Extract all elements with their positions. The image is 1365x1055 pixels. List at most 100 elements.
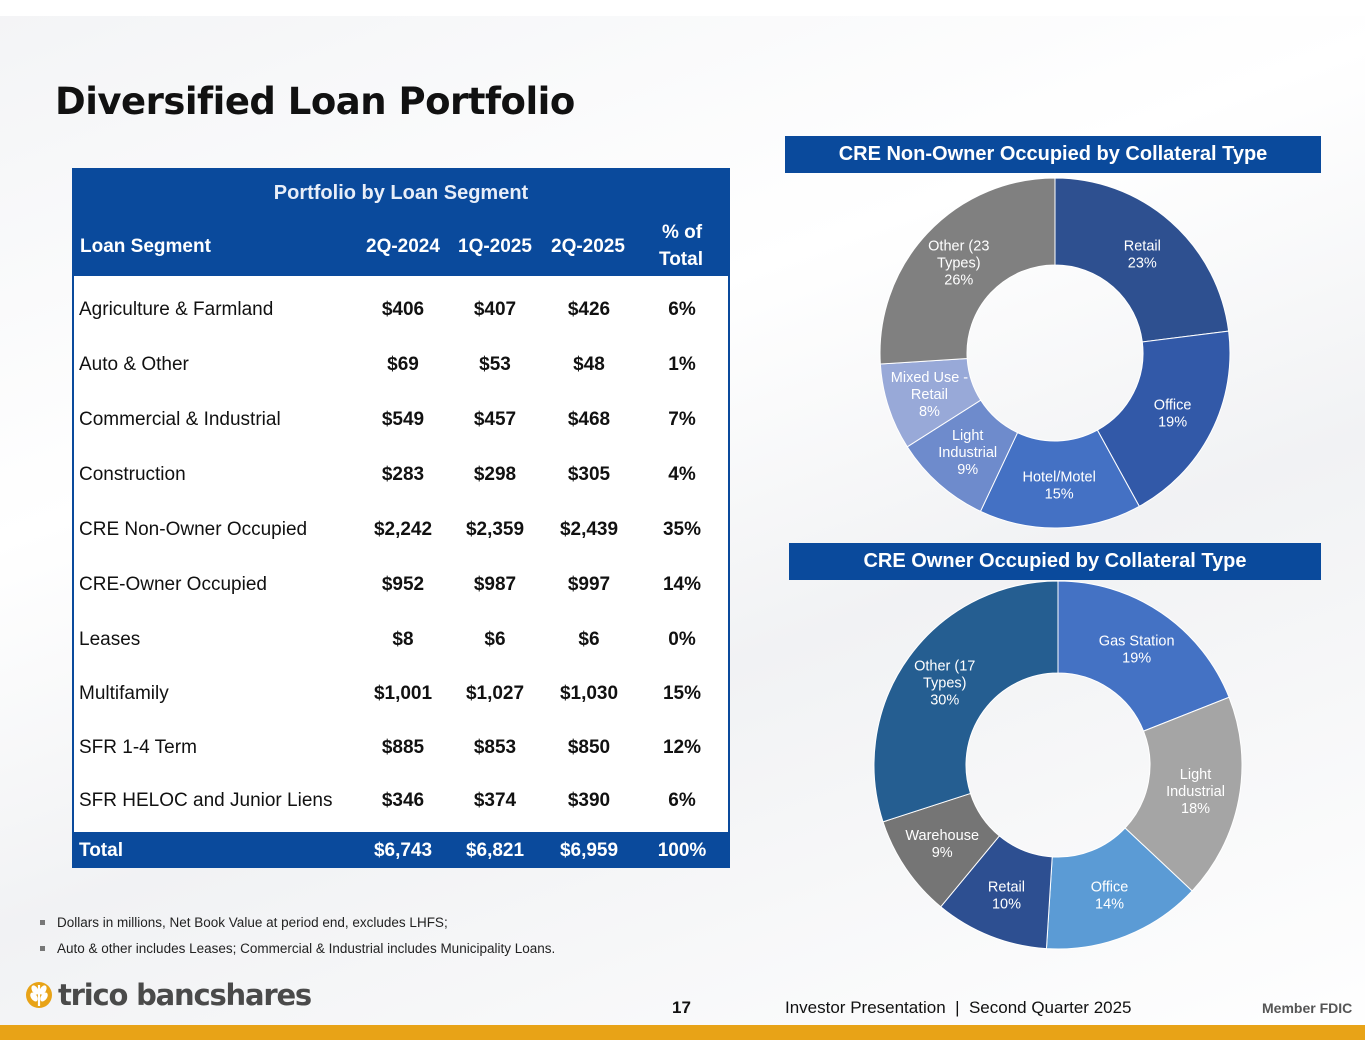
total-2q-2025: $6,959 bbox=[559, 840, 619, 861]
slice-label-line: Mixed Use - bbox=[891, 370, 969, 386]
slice-label: Retail 23% bbox=[1124, 238, 1161, 271]
donut-slice bbox=[1054, 177, 1230, 343]
cell-2q-2024: $549 bbox=[381, 409, 425, 430]
cell-2q-2024: $952 bbox=[381, 574, 425, 595]
cell-2q-2024: $2,242 bbox=[373, 519, 433, 540]
total-2q-2024: $6,743 bbox=[373, 840, 433, 861]
cell-1q-2025: $853 bbox=[473, 737, 517, 758]
slice-label-line: Other (23 bbox=[928, 239, 989, 255]
slice-label-line: Retail bbox=[1124, 238, 1161, 254]
slice-label-line: Retail bbox=[988, 880, 1025, 896]
header-1q-2025: 1Q-2025 bbox=[458, 236, 532, 257]
table-row: CRE Non-Owner Occupied $2,242 $2,359 $2,439… bbox=[74, 503, 728, 557]
cell-pct-total: 1% bbox=[668, 354, 696, 375]
slice-label-line: Industrial bbox=[938, 445, 997, 461]
slice-label-line: Warehouse bbox=[905, 828, 979, 844]
cell-pct-total: 7% bbox=[668, 409, 696, 430]
table-row: Multifamily $1,001 $1,027 $1,030 15% bbox=[74, 667, 728, 721]
slice-label: Office 19% bbox=[1154, 397, 1192, 430]
cell-2q-2025: $390 bbox=[567, 790, 611, 811]
slice-label-line: Other (17 bbox=[914, 659, 975, 675]
cell-2q-2024: $885 bbox=[381, 737, 425, 758]
cell-2q-2025: $6 bbox=[578, 629, 600, 650]
slice-label-line: Industrial bbox=[1166, 784, 1225, 800]
row-label: SFR 1-4 Term bbox=[79, 737, 197, 758]
slice-label-line: 10% bbox=[992, 897, 1021, 913]
donut-slice bbox=[873, 580, 1059, 823]
slice-label-line: Office bbox=[1154, 397, 1192, 413]
table-row: SFR HELOC and Junior Liens $346 $374 $390 6% bbox=[74, 774, 728, 828]
footnote: Dollars in millions, Net Book Value at p… bbox=[40, 915, 555, 930]
donut-slice bbox=[1096, 330, 1231, 508]
cell-pct-total: 15% bbox=[662, 683, 702, 704]
row-label: CRE Non-Owner Occupied bbox=[79, 519, 308, 540]
slice-label-line: 8% bbox=[919, 404, 940, 420]
header-pct-total: Total bbox=[659, 249, 703, 270]
cell-pct-total: 35% bbox=[662, 519, 702, 540]
cell-1q-2025: $298 bbox=[473, 464, 517, 485]
trico-logo: trico bancshares bbox=[24, 978, 312, 1012]
slice-label-line: 18% bbox=[1181, 801, 1210, 817]
slice-label: Mixed Use -Retail 8% bbox=[891, 370, 969, 420]
cell-pct-total: 4% bbox=[668, 464, 696, 485]
slice-label-line: 19% bbox=[1158, 414, 1187, 430]
slice-label-line: 30% bbox=[930, 693, 959, 709]
logo-text: trico bancshares bbox=[58, 978, 312, 1012]
cell-1q-2025: $457 bbox=[473, 409, 517, 430]
table-row: SFR 1-4 Term $885 $853 $850 12% bbox=[74, 721, 728, 775]
slice-label-line: Types) bbox=[937, 256, 981, 272]
gold-footer-bar bbox=[0, 1025, 1365, 1040]
slice-label-line: Retail bbox=[911, 387, 948, 403]
slice-label-line: Types) bbox=[923, 676, 967, 692]
row-label: Auto & Other bbox=[79, 354, 189, 375]
table-row: Agriculture & Farmland $406 $407 $426 6% bbox=[74, 283, 728, 337]
cell-2q-2025: $48 bbox=[573, 354, 605, 375]
row-label: Leases bbox=[79, 629, 141, 650]
slice-label: Light Industrial 9% bbox=[938, 428, 997, 478]
row-label: Commercial & Industrial bbox=[79, 409, 281, 430]
slice-label-line: 15% bbox=[1045, 486, 1074, 502]
slice-label-line: 9% bbox=[957, 462, 978, 478]
row-label: CRE-Owner Occupied bbox=[79, 574, 267, 595]
cell-1q-2025: $2,359 bbox=[465, 519, 525, 540]
slice-label: Light Industrial 18% bbox=[1166, 767, 1225, 817]
footnote: Auto & other includes Leases; Commercial… bbox=[40, 941, 555, 956]
table-total-row: Total $6,743 $6,821 $6,959 100% bbox=[74, 832, 728, 868]
cell-2q-2024: $406 bbox=[381, 299, 425, 320]
wheat-logo-icon bbox=[26, 982, 52, 1008]
slice-label-line: 23% bbox=[1128, 255, 1157, 271]
table-caption: Portfolio by Loan Segment bbox=[273, 182, 529, 204]
cell-2q-2025: $850 bbox=[567, 737, 611, 758]
table-row: CRE-Owner Occupied $952 $987 $997 14% bbox=[74, 558, 728, 612]
slice-label: Gas Station 19% bbox=[1099, 634, 1175, 667]
slice-label: Other (17 Types) 30% bbox=[914, 659, 975, 709]
cell-2q-2025: $997 bbox=[567, 574, 611, 595]
slice-label-line: 26% bbox=[944, 273, 973, 289]
top-band bbox=[0, 0, 1365, 16]
table-header: Portfolio by Loan Segment Loan Segment 2… bbox=[74, 170, 728, 276]
table-row: Leases $8 $6 $6 0% bbox=[74, 613, 728, 667]
cell-2q-2024: $346 bbox=[381, 790, 425, 811]
header-pct-of: % of bbox=[662, 222, 703, 243]
cell-pct-total: 6% bbox=[668, 299, 696, 320]
page-title: Diversified Loan Portfolio bbox=[55, 80, 575, 123]
cell-1q-2025: $407 bbox=[473, 299, 517, 320]
chart-title-non-owner: CRE Non-Owner Occupied by Collateral Typ… bbox=[785, 136, 1321, 173]
chart-title-owner: CRE Owner Occupied by Collateral Type bbox=[789, 543, 1321, 580]
header-2q-2025: 2Q-2025 bbox=[551, 236, 625, 257]
cell-2q-2025: $468 bbox=[567, 409, 611, 430]
slice-label-line: Office bbox=[1091, 880, 1129, 896]
cell-pct-total: 12% bbox=[662, 737, 702, 758]
header-2q-2024: 2Q-2024 bbox=[366, 236, 440, 257]
row-label: SFR HELOC and Junior Liens bbox=[79, 790, 333, 811]
slice-label-line: Gas Station bbox=[1099, 634, 1175, 650]
cell-1q-2025: $53 bbox=[479, 354, 511, 375]
cell-pct-total: 0% bbox=[668, 629, 696, 650]
cell-1q-2025: $987 bbox=[473, 574, 517, 595]
header-loan-segment: Loan Segment bbox=[80, 236, 211, 257]
slice-label: Retail 10% bbox=[988, 880, 1025, 913]
cell-2q-2025: $426 bbox=[567, 299, 611, 320]
cell-1q-2025: $374 bbox=[473, 790, 517, 811]
cell-pct-total: 6% bbox=[668, 790, 696, 811]
slice-label: Warehouse 9% bbox=[905, 828, 979, 861]
